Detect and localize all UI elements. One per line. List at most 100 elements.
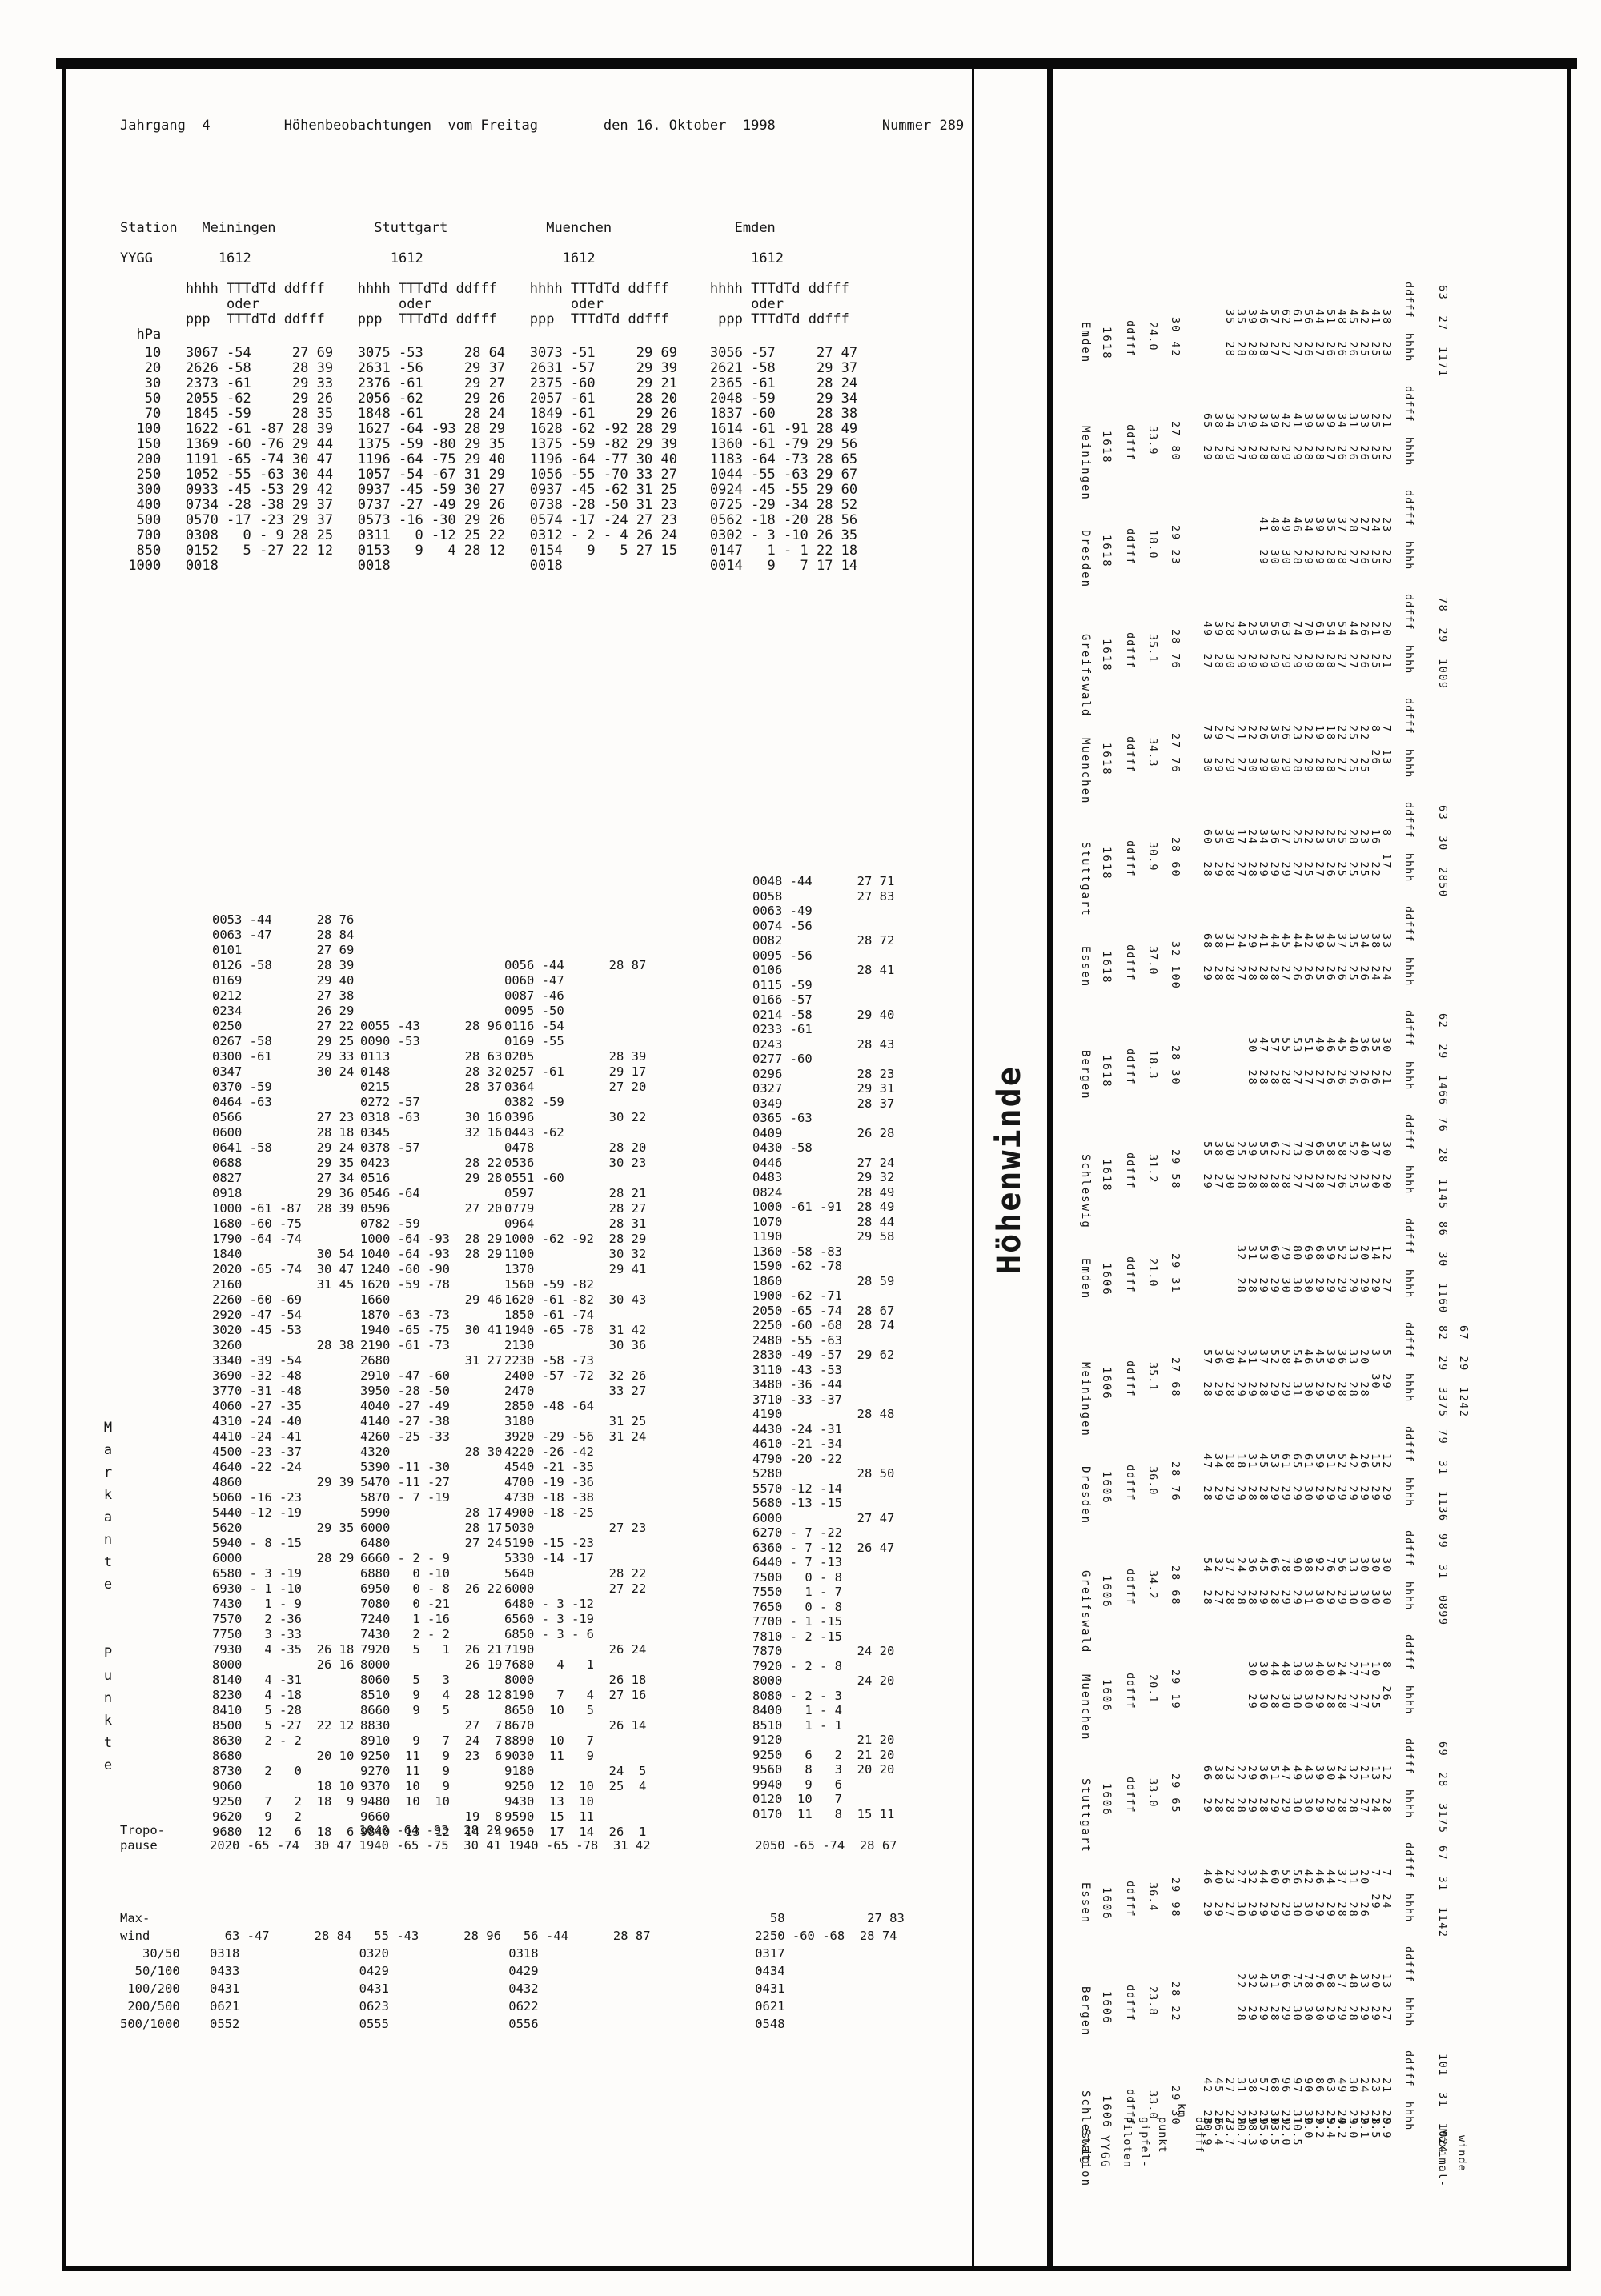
hw-wind-pair: 44 27 xyxy=(1346,621,1359,670)
hw-ddfff-label: ddfff xyxy=(1124,320,1137,357)
hw-wind-pair: 42 29 xyxy=(1234,621,1247,670)
hw-wind-pair: 24 27 xyxy=(1234,933,1247,982)
hw-label-punkt: punkt xyxy=(1156,2117,1169,2154)
hw-wind-pair: 73 27 xyxy=(1290,1141,1303,1190)
station-header: Station Meiningen Stuttgart Muenchen Emd… xyxy=(120,220,849,343)
hw-wind-pair: 34 26 xyxy=(1358,933,1370,982)
hw-wind-pair: 60 28 xyxy=(1201,829,1214,878)
hw-wind-pair: 27 30 xyxy=(1234,1869,1247,1918)
hw-wind-pair: 32 28 xyxy=(1234,1245,1247,1294)
hw-maxwind-value: 67 29 1242 xyxy=(1457,1325,1470,1418)
hw-label-winde: winde xyxy=(1455,2135,1468,2172)
markante-col-emden: 0048 -44 27 71 0058 27 83 0063 -49 0074 … xyxy=(752,874,895,1821)
hw-gipfel-km: 37.0 xyxy=(1146,946,1159,976)
hw-wind-pair: 59 29 xyxy=(1324,1245,1337,1294)
hw-maxwind-header: ddfff hhhh xyxy=(1402,1634,1415,1715)
hw-station-name: Meiningen xyxy=(1079,426,1092,501)
hw-wind-pair: 51 27 xyxy=(1302,1037,1314,1086)
hw-wind-pair: 34 26 xyxy=(1335,413,1348,462)
hw-station-time: 1606 xyxy=(1100,1367,1113,1400)
hw-wind-pair: 74 29 xyxy=(1290,621,1303,670)
hw-gipfel-km: 33.0 xyxy=(1146,1778,1159,1808)
hw-wind-pair: 44 28 xyxy=(1268,1661,1281,1710)
hw-wind-pair: 72 28 xyxy=(1279,1141,1292,1190)
hw-label-gipfel: gipfel- xyxy=(1138,2117,1151,2168)
hw-wind-pair: 86 29 xyxy=(1313,2078,1326,2126)
hw-wind-pair: 46 29 xyxy=(1313,1869,1326,1918)
hw-wind-pair: 39 28 xyxy=(1212,621,1225,670)
hw-wind-pair: 23 28 xyxy=(1223,1765,1236,1814)
hw-wind-pair: 66 29 xyxy=(1201,1765,1214,1814)
hw-station-time: 1606 xyxy=(1100,1783,1113,1817)
hw-wind-pair: 18 29 xyxy=(1234,1453,1247,1502)
hw-wind-pair: 25 25 xyxy=(1346,725,1359,774)
hw-wind-pair: 30 30 xyxy=(1257,1661,1270,1710)
hw-wind-pair: 75 30 xyxy=(1290,1973,1303,2022)
hw-station-name: Stuttgart xyxy=(1079,1778,1092,1853)
hw-wind-pair: 39 28 xyxy=(1268,413,1281,462)
hw-wind-pair: 39 29 xyxy=(1313,517,1326,566)
markante-col-stuttgart: 0055 -43 28 96 0090 -53 0113 28 63 0148 … xyxy=(360,1019,503,1839)
hw-ddfff-label: ddfff xyxy=(1124,1673,1137,1709)
hw-wind-pair: 63 29 xyxy=(1279,621,1292,670)
hw-wind-pair: 56 29 xyxy=(1279,1869,1292,1918)
hw-station-time: 1618 xyxy=(1100,1055,1113,1088)
hw-wind-pair: 45 26 xyxy=(1212,2078,1225,2126)
hw-wind-pair: 39 25 xyxy=(1313,933,1326,982)
hw-wind-pair: 44 29 xyxy=(1257,1869,1270,1918)
hw-wind-pair: 57 29 xyxy=(1335,1973,1348,2022)
hw-height-km: 5.4 xyxy=(1324,2117,1337,2139)
hw-wind-pair: 40 29 xyxy=(1313,1661,1326,1710)
hw-ddfff-label: ddfff xyxy=(1124,736,1137,773)
hw-wind-pair: 30 30 xyxy=(1380,1557,1393,1606)
hw-maxwind-header: ddfff hhhh xyxy=(1402,1218,1415,1299)
hw-wind-pair: 24 28 xyxy=(1246,829,1258,878)
hw-wind-pair: 70 29 xyxy=(1302,621,1314,670)
hw-wind-pair: 32 29 xyxy=(1246,1973,1258,2022)
hw-wind-pair: 26 29 xyxy=(1257,725,1270,774)
hw-wind-pair: 51 28 xyxy=(1268,1973,1281,2022)
hw-wind-pair: 24 28 xyxy=(1234,1557,1247,1606)
hw-wind-pair: 36 28 xyxy=(1246,1557,1258,1606)
hw-wind-pair: 43 30 xyxy=(1302,1765,1314,1814)
hw-ddfff-label: ddfff xyxy=(1124,1777,1137,1813)
hw-wind-pair: 36 26 xyxy=(1358,1037,1370,1086)
hw-station-name: Greifswald xyxy=(1079,1570,1092,1654)
hw-gipfel-wind: 32 100 xyxy=(1169,941,1182,990)
hw-gipfel-wind: 28 22 xyxy=(1169,1981,1182,2022)
hw-wind-pair: 10 25 xyxy=(1369,1661,1382,1710)
hw-maxwind-value: 79 31 1136 xyxy=(1436,1429,1449,1522)
hw-wind-pair: 61 29 xyxy=(1279,1453,1292,1502)
hw-wind-pair: 29 28 xyxy=(1246,933,1258,982)
hw-height-km: 26.4 xyxy=(1212,2117,1225,2146)
hw-wind-pair: 45 29 xyxy=(1313,1349,1326,1398)
hw-wind-pair: 22 30 xyxy=(1246,725,1258,774)
hw-wind-pair: 36 29 xyxy=(1212,1349,1225,1398)
hw-wind-pair: 25 27 xyxy=(1234,413,1247,462)
hw-wind-pair: 13 24 xyxy=(1369,1765,1382,1814)
hw-ddfff-label: ddfff xyxy=(1124,632,1137,669)
hw-wind-pair: 48 30 xyxy=(1279,1661,1292,1710)
hw-wind-pair: 25 29 xyxy=(1246,621,1258,670)
hw-wind-pair: 37 28 xyxy=(1335,1869,1348,1918)
hw-wind-pair: 18 28 xyxy=(1324,725,1337,774)
hw-station-name: Meiningen xyxy=(1079,1362,1092,1437)
markante-col-muenchen: 0056 -44 28 87 0060 -47 0087 -46 0095 -5… xyxy=(504,958,647,1839)
hw-wind-pair: 28 30 xyxy=(1223,621,1236,670)
hw-gipfel-wind: 29 65 xyxy=(1169,1773,1182,1814)
hw-station-time: 1618 xyxy=(1100,327,1113,360)
hw-wind-pair: 12 27 xyxy=(1380,1245,1393,1294)
hw-wind-pair: 39 29 xyxy=(1324,1349,1337,1398)
hw-wind-pair: 29 29 xyxy=(1246,1765,1258,1814)
hw-wind-pair: 38 28 xyxy=(1212,1765,1225,1814)
hw-wind-pair: 23 25 xyxy=(1358,829,1370,878)
hw-wind-pair: 38 30 xyxy=(1302,1661,1314,1710)
hw-wind-pair: 34 29 xyxy=(1212,1453,1225,1502)
hw-wind-pair: 33 29 xyxy=(1358,1973,1370,2022)
hw-wind-pair: 28 27 xyxy=(1346,517,1359,566)
hw-gipfel-km: 36.4 xyxy=(1146,1882,1159,1912)
hw-wind-pair: 38 28 xyxy=(1212,413,1225,462)
hw-station-name: Dresden xyxy=(1079,1466,1092,1525)
hw-wind-pair: 36 28 xyxy=(1257,1765,1270,1814)
hw-wind-pair: 39 28 xyxy=(1246,1141,1258,1190)
